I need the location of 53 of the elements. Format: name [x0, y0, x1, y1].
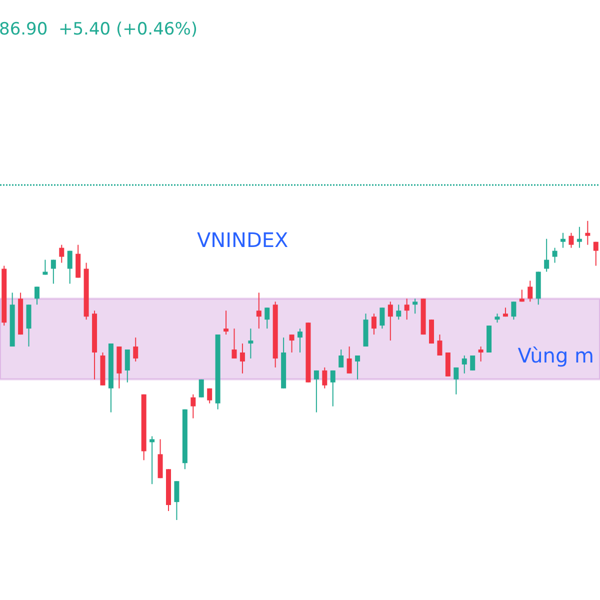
candlestick — [133, 337, 138, 362]
candlestick — [544, 238, 550, 272]
candlestick — [34, 286, 40, 306]
candlestick — [585, 220, 590, 246]
candlestick — [437, 334, 442, 356]
candlestick — [314, 370, 319, 413]
candlestick — [264, 307, 270, 330]
candlestick — [42, 259, 48, 276]
candlestick — [158, 438, 163, 479]
candlestick — [371, 313, 376, 336]
candlestick — [150, 436, 155, 485]
candlestick — [404, 298, 410, 320]
candlestick — [445, 352, 450, 377]
candlestick — [174, 480, 180, 520]
candlestick — [470, 354, 476, 371]
candlestick — [240, 343, 245, 374]
candlestick — [528, 280, 533, 302]
candlestick — [511, 301, 516, 320]
candlestick — [568, 232, 574, 248]
candlestick — [50, 259, 56, 284]
candlestick — [454, 366, 459, 395]
candlestick — [396, 304, 402, 320]
candlestick — [298, 328, 302, 353]
candlestick — [190, 394, 196, 419]
candlestick — [478, 346, 484, 362]
candlestick — [248, 328, 254, 359]
candlestick — [346, 346, 352, 374]
candlestick — [289, 334, 294, 353]
candlestick — [256, 292, 262, 330]
candlestick — [355, 354, 360, 380]
candlestick — [322, 366, 328, 389]
chart-title: 86.90 +5.40 (+0.46%) — [0, 20, 198, 40]
candlestick — [224, 310, 229, 336]
candlestick — [124, 349, 130, 383]
band-label: Vùng m — [518, 343, 594, 368]
candlestick — [59, 244, 64, 264]
candlestick — [198, 378, 204, 398]
candlestick — [462, 354, 467, 374]
candlestick — [330, 370, 336, 407]
candlestick — [380, 307, 385, 330]
candlestick — [576, 226, 582, 248]
candlestick — [552, 247, 558, 264]
candlestick — [560, 232, 566, 248]
candlestick — [388, 301, 393, 342]
candlestick — [593, 241, 598, 266]
candlestick — [412, 298, 418, 314]
candlestick — [26, 304, 32, 348]
annotation: VNINDEX — [197, 228, 289, 252]
candlestick — [232, 328, 237, 359]
candlestick — [76, 244, 81, 278]
candlestick — [67, 250, 72, 284]
candlestick — [338, 349, 344, 368]
candlestick — [207, 388, 212, 404]
